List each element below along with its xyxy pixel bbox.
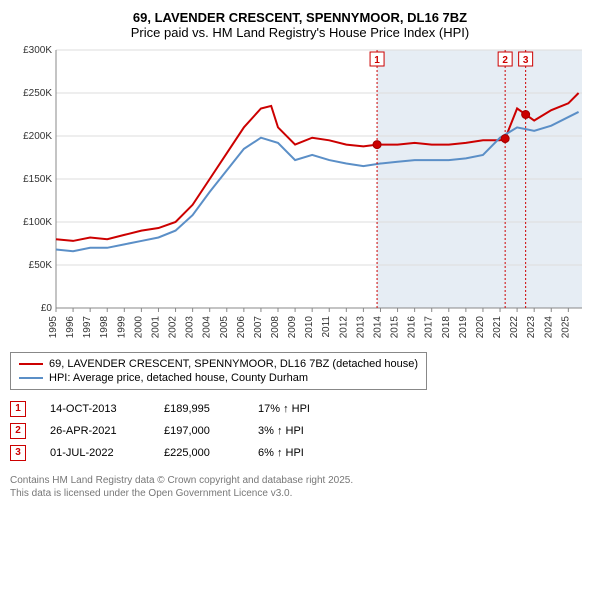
marker-row: 2 26-APR-2021 £197,000 3% ↑ HPI <box>10 420 590 442</box>
svg-text:2019: 2019 <box>458 316 469 339</box>
price-chart: £0 £50K £100K £150K £200K £250K £300K 1995 1996 1… <box>10 46 590 346</box>
svg-text:2011: 2011 <box>321 316 332 338</box>
marker-badge: 1 <box>10 401 26 417</box>
svg-text:2010: 2010 <box>304 316 315 339</box>
svg-text:2014: 2014 <box>372 316 383 339</box>
svg-text:3: 3 <box>523 55 529 66</box>
marker-price: £189,995 <box>164 403 234 415</box>
svg-text:2023: 2023 <box>526 316 537 339</box>
marker-date: 01-JUL-2022 <box>50 447 140 459</box>
svg-text:£300K: £300K <box>23 46 52 56</box>
legend-label: 69, LAVENDER CRESCENT, SPENNYMOOR, DL16 … <box>49 358 418 370</box>
svg-text:1995: 1995 <box>48 316 59 339</box>
svg-text:2002: 2002 <box>168 316 179 339</box>
chart-container: £0 £50K £100K £150K £200K £250K £300K 1995 1996 1… <box>10 46 590 346</box>
svg-text:£200K: £200K <box>23 131 52 142</box>
svg-text:2013: 2013 <box>355 316 366 339</box>
svg-text:2024: 2024 <box>543 316 554 339</box>
svg-text:2007: 2007 <box>253 316 264 339</box>
svg-text:2000: 2000 <box>133 316 144 339</box>
svg-text:£150K: £150K <box>23 174 52 185</box>
marker-date: 14-OCT-2013 <box>50 403 140 415</box>
svg-text:1997: 1997 <box>82 316 93 339</box>
legend-item: HPI: Average price, detached house, Coun… <box>19 371 418 385</box>
marker-delta: 3% ↑ HPI <box>258 425 348 437</box>
marker-date: 26-APR-2021 <box>50 425 140 437</box>
svg-text:2012: 2012 <box>338 316 349 339</box>
legend-swatch <box>19 363 43 365</box>
footer-line1: Contains HM Land Registry data © Crown c… <box>10 474 590 487</box>
svg-text:2025: 2025 <box>560 316 571 339</box>
svg-text:2021: 2021 <box>492 316 503 339</box>
footer-line2: This data is licensed under the Open Gov… <box>10 487 590 500</box>
svg-text:1999: 1999 <box>116 316 127 339</box>
legend-label: HPI: Average price, detached house, Coun… <box>49 372 308 384</box>
chart-title-block: 69, LAVENDER CRESCENT, SPENNYMOOR, DL16 … <box>10 10 590 40</box>
svg-text:2016: 2016 <box>407 316 418 339</box>
marker-badge: 3 <box>10 445 26 461</box>
svg-text:2017: 2017 <box>424 316 435 339</box>
svg-text:2006: 2006 <box>236 316 247 339</box>
marker-price: £197,000 <box>164 425 234 437</box>
svg-text:2: 2 <box>502 55 508 66</box>
svg-text:1: 1 <box>374 55 380 66</box>
svg-text:1998: 1998 <box>99 316 110 339</box>
marker-badge: 2 <box>10 423 26 439</box>
marker-price: £225,000 <box>164 447 234 459</box>
legend-item: 69, LAVENDER CRESCENT, SPENNYMOOR, DL16 … <box>19 357 418 371</box>
chart-title-line1: 69, LAVENDER CRESCENT, SPENNYMOOR, DL16 … <box>10 10 590 25</box>
attribution-footer: Contains HM Land Registry data © Crown c… <box>10 474 590 500</box>
svg-text:2008: 2008 <box>270 316 281 339</box>
svg-text:£250K: £250K <box>23 88 52 99</box>
svg-text:£0: £0 <box>41 303 53 314</box>
svg-text:£100K: £100K <box>23 217 52 228</box>
marker-delta: 17% ↑ HPI <box>258 403 348 415</box>
svg-text:2020: 2020 <box>475 316 486 339</box>
svg-text:2001: 2001 <box>150 316 161 339</box>
marker-table: 1 14-OCT-2013 £189,995 17% ↑ HPI 2 26-APR-202… <box>10 398 590 464</box>
chart-title-line2: Price paid vs. HM Land Registry's House … <box>10 25 590 40</box>
svg-text:2005: 2005 <box>219 316 230 339</box>
svg-text:£50K: £50K <box>29 260 53 271</box>
svg-text:2003: 2003 <box>185 316 196 339</box>
svg-text:2015: 2015 <box>390 316 401 339</box>
legend-swatch <box>19 377 43 379</box>
svg-text:2022: 2022 <box>509 316 520 339</box>
svg-text:1996: 1996 <box>65 316 76 339</box>
chart-legend: 69, LAVENDER CRESCENT, SPENNYMOOR, DL16 … <box>10 352 427 390</box>
svg-text:2009: 2009 <box>287 316 298 339</box>
marker-row: 1 14-OCT-2013 £189,995 17% ↑ HPI <box>10 398 590 420</box>
marker-delta: 6% ↑ HPI <box>258 447 348 459</box>
marker-row: 3 01-JUL-2022 £225,000 6% ↑ HPI <box>10 442 590 464</box>
svg-text:2004: 2004 <box>202 316 213 339</box>
svg-text:2018: 2018 <box>441 316 452 339</box>
